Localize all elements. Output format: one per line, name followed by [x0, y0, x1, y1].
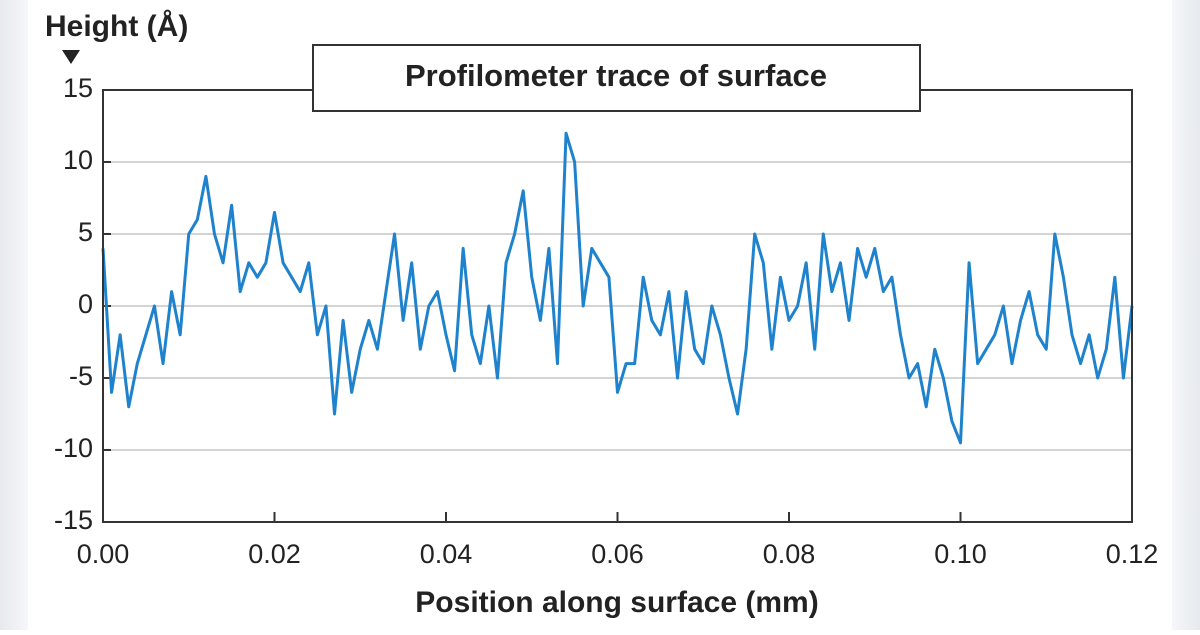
- y-axis-title: Height (Å): [45, 10, 188, 43]
- x-tick-label: 0.10: [934, 539, 987, 569]
- data-line: [101, 131, 1134, 445]
- side-shade: [1172, 0, 1200, 630]
- y-tick-label: -10: [54, 433, 93, 463]
- side-shade: [0, 0, 28, 630]
- y-tick-label: 0: [78, 289, 93, 319]
- x-tick-label: 0.00: [77, 539, 130, 569]
- x-tick-label: 0.12: [1106, 539, 1159, 569]
- y-tick-label: 10: [63, 145, 93, 175]
- tick-labels: -15 -10 -5 0 5 10 15 0.00 0.02 0.04 0.06 0.08 0.10 0.…: [54, 73, 1158, 569]
- x-tick-label: 0.06: [591, 539, 644, 569]
- grid: [102, 89, 1133, 523]
- x-tick-label: 0.02: [248, 539, 301, 569]
- y-tick-label: -5: [69, 361, 93, 391]
- x-tick-label: 0.08: [763, 539, 816, 569]
- chart-title: Profilometer trace of surface: [405, 58, 827, 93]
- x-axis-title: Position along surface (mm): [415, 586, 818, 619]
- plot-area: [101, 131, 1134, 445]
- y-axis-arrow: [62, 50, 80, 64]
- y-tick-label: 5: [78, 217, 93, 247]
- y-tick-label: 15: [63, 73, 93, 103]
- title-box: [312, 44, 921, 112]
- y-tick-label: -15: [54, 505, 93, 535]
- x-tick-label: 0.04: [420, 539, 473, 569]
